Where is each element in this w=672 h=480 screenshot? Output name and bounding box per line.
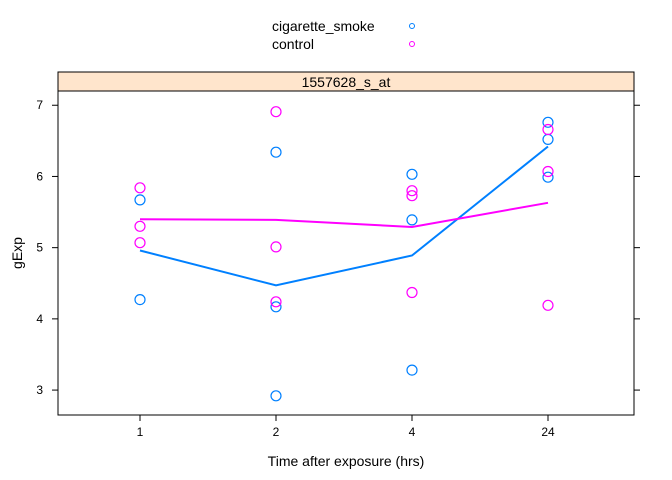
data-point bbox=[542, 171, 554, 183]
y-axis-title: gExp bbox=[9, 237, 25, 269]
data-point bbox=[406, 190, 418, 202]
x-tick-label: 4 bbox=[409, 425, 416, 439]
y-tick-label: 4 bbox=[36, 312, 43, 326]
plot-panel bbox=[57, 90, 635, 416]
panel-strip-label: 1557628_s_at bbox=[302, 74, 391, 90]
x-axis-title: Time after exposure (hrs) bbox=[268, 453, 425, 469]
data-point bbox=[406, 185, 418, 197]
series-line-control bbox=[139, 201, 549, 229]
series-line-cigarette-smoke bbox=[139, 145, 549, 287]
data-point bbox=[542, 133, 554, 145]
mean-lines bbox=[139, 145, 549, 287]
data-point bbox=[134, 294, 146, 306]
data-point bbox=[270, 241, 282, 253]
data-point bbox=[134, 182, 146, 194]
x-tick-label: 2 bbox=[273, 425, 280, 439]
y-tick-label: 7 bbox=[36, 98, 43, 112]
data-point bbox=[542, 123, 554, 136]
data-point bbox=[542, 299, 554, 311]
data-point bbox=[134, 220, 146, 232]
data-point bbox=[270, 296, 282, 308]
data-point bbox=[542, 165, 554, 178]
data-point bbox=[542, 116, 554, 128]
y-tick-label: 5 bbox=[36, 241, 43, 255]
legend-label: control bbox=[272, 36, 314, 52]
data-points bbox=[134, 106, 554, 402]
data-point bbox=[270, 301, 282, 313]
data-point bbox=[406, 214, 418, 226]
data-point bbox=[134, 194, 146, 206]
x-tick-label: 24 bbox=[541, 425, 555, 439]
data-point bbox=[406, 168, 418, 180]
legend-marker bbox=[409, 41, 415, 47]
legend-label: cigarette_smoke bbox=[272, 18, 375, 34]
y-tick-label: 6 bbox=[36, 169, 43, 183]
data-point bbox=[270, 106, 282, 118]
legend-marker bbox=[409, 23, 415, 29]
data-point bbox=[406, 364, 418, 376]
data-point bbox=[406, 286, 418, 299]
data-point bbox=[270, 390, 282, 402]
data-point bbox=[134, 237, 146, 249]
data-point bbox=[270, 146, 282, 158]
y-tick-label: 3 bbox=[36, 383, 43, 397]
x-tick-label: 1 bbox=[137, 425, 144, 439]
